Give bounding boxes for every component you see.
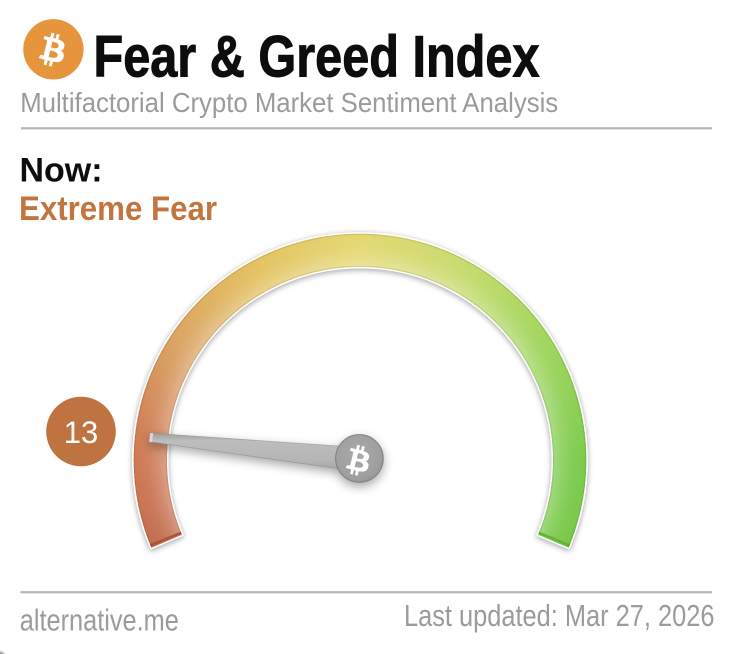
svg-text:alternative.me: alternative.me	[20, 605, 179, 638]
svg-text:Fear & Greed Index: Fear & Greed Index	[94, 25, 540, 90]
svg-text:Last updated: Mar 27, 2026: Last updated: Mar 27, 2026	[404, 599, 715, 633]
svg-text:Extreme Fear: Extreme Fear	[19, 190, 217, 228]
svg-text:Now:: Now:	[20, 152, 103, 190]
svg-text:13: 13	[64, 414, 99, 450]
svg-text:Multifactorial Crypto Market S: Multifactorial Crypto Market Sentiment A…	[20, 86, 558, 118]
